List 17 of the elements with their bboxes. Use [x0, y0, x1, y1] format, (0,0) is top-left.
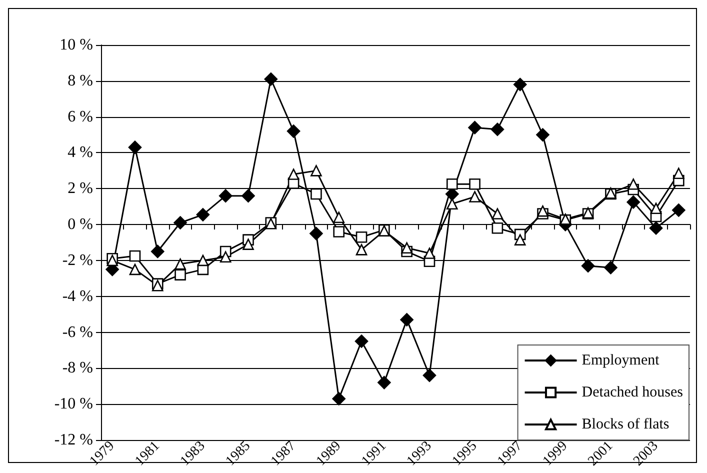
y-tick-label: -6 %	[62, 324, 93, 341]
x-tick-label: 1991	[359, 438, 390, 470]
legend-label: Blocks of flats	[582, 416, 670, 432]
y-tick-label: 10 %	[60, 36, 93, 54]
legend-label: Employment	[582, 352, 660, 368]
y-tick-label: -8 %	[62, 360, 93, 377]
x-tick-label: 1981	[132, 438, 163, 470]
y-tick-label: -4 %	[62, 288, 93, 305]
legend-label: Detached houses	[582, 384, 684, 400]
y-tick-label: 4 %	[68, 144, 93, 162]
y-tick-label: 0 %	[68, 216, 93, 234]
y-tick-label: -2 %	[62, 252, 93, 269]
y-tick-label: -12 %	[54, 432, 93, 448]
y-tick-label: -10 %	[54, 396, 93, 413]
y-tick-label: 2 %	[68, 180, 93, 198]
y-tick-label: 8 %	[68, 72, 93, 90]
y-tick-label: 6 %	[68, 108, 93, 126]
